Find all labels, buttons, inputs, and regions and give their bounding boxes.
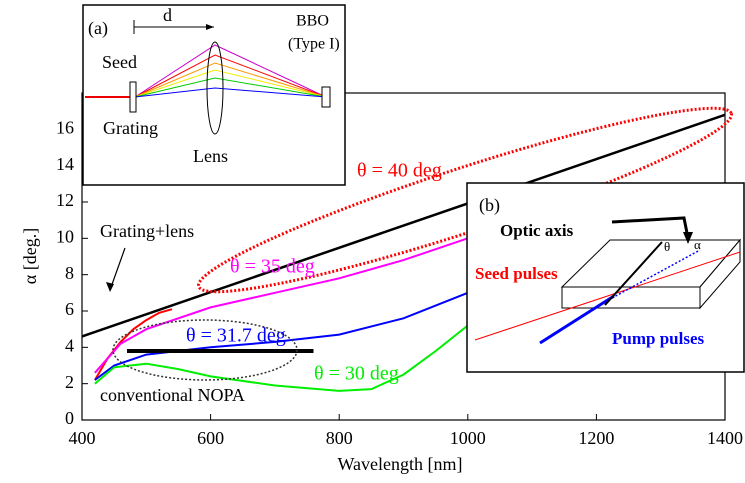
crystal	[322, 87, 330, 107]
y-tick-label: 0	[65, 408, 74, 428]
x-tick-label: 1400	[707, 428, 743, 448]
y-tick-label: 6	[65, 299, 74, 319]
annotation: Pump pulses	[612, 329, 704, 348]
page: {"chart_data": {"type": "line", "xlabel"…	[0, 0, 745, 483]
series-label: θ = 40 deg	[357, 160, 442, 182]
series-label: Grating+lens	[100, 221, 194, 241]
x-tick-label: 800	[326, 428, 353, 448]
series-label: θ = 35 deg	[230, 256, 315, 278]
y-tick-label: 2	[65, 372, 74, 392]
x-axis-label: Wavelength [nm]	[337, 454, 462, 474]
y-tick-label: 12	[56, 190, 74, 210]
annotation: Optic axis	[500, 221, 574, 240]
chart: 400 600 800 1000 1200 1400 0 2 4 6 8 10 12 14 16 Grati…	[0, 0, 745, 483]
y-tick-label: 16	[56, 117, 74, 137]
y-tick-label: 14	[56, 154, 74, 174]
annotation: Seed	[102, 52, 137, 72]
annotation: Grating	[103, 118, 158, 138]
series-label: θ = 30 deg	[314, 363, 399, 385]
grating	[130, 82, 136, 112]
inset-label: (a)	[88, 18, 108, 39]
annotation: θ	[664, 239, 670, 254]
y-tick-label: 4	[65, 335, 74, 355]
x-tick-label: 1000	[450, 428, 486, 448]
y-axis-label: α [deg.]	[20, 228, 40, 284]
series-label: θ = 31.7 deg	[186, 325, 286, 347]
crystal-front	[562, 287, 700, 308]
annotation: d	[163, 5, 172, 25]
inset-a: (a) d BBO (Type I) Seed Grating Lens	[83, 5, 345, 185]
x-tick-label: 400	[69, 428, 96, 448]
annotation: Lens	[193, 146, 228, 166]
annotation: α	[694, 237, 701, 252]
annotation: Seed pulses	[475, 264, 558, 283]
x-tick-label: 1200	[578, 428, 614, 448]
inset-label: (b)	[479, 195, 500, 216]
x-tick-label: 600	[197, 428, 224, 448]
y-tick-label: 8	[65, 263, 74, 283]
y-tick-label: 10	[56, 226, 74, 246]
series-label: conventional NOPA	[100, 385, 245, 405]
series-line	[95, 275, 500, 380]
inset-b: (b) Optic axis θ α Seed pulses Pump puls…	[467, 183, 744, 372]
annotation: BBO	[296, 13, 329, 30]
annotation: (Type I)	[288, 36, 340, 53]
